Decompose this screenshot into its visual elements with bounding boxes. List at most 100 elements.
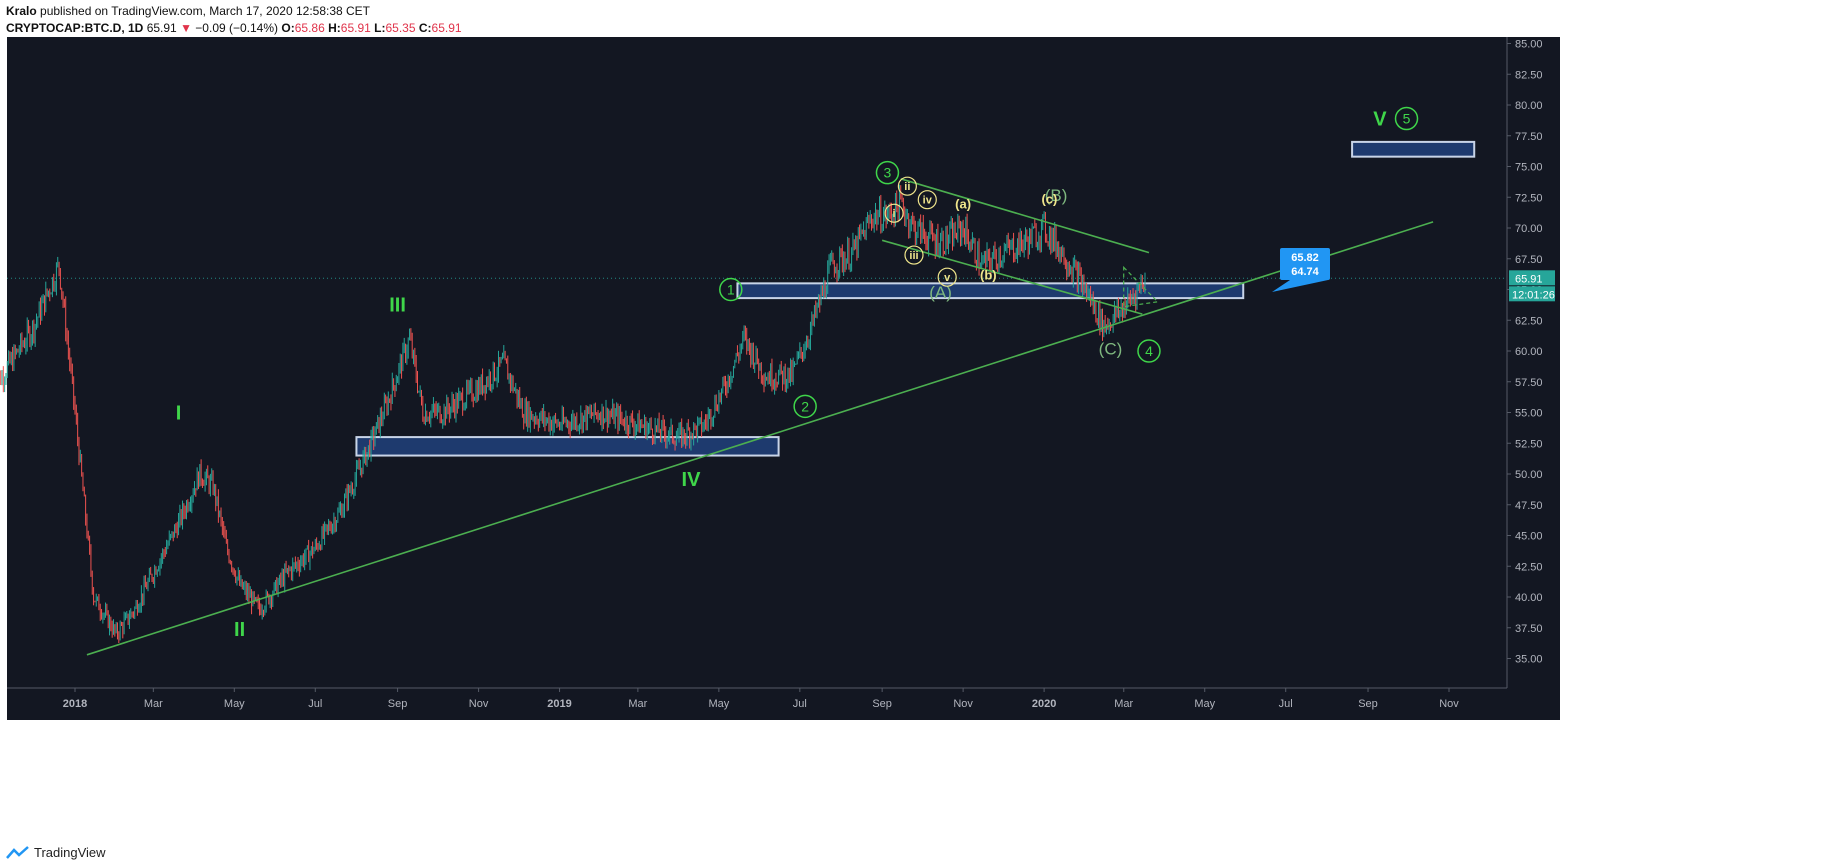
subwave-label: ii bbox=[904, 181, 910, 193]
y-tick-label: 77.50 bbox=[1515, 131, 1543, 143]
x-tick-label: Jul bbox=[1279, 698, 1293, 710]
x-tick-label: May bbox=[708, 698, 729, 710]
open-value: 65.86 bbox=[294, 21, 325, 35]
symbol-label[interactable]: CRYPTOCAP:BTC.D, 1D bbox=[6, 21, 144, 35]
brand-label[interactable]: TradingView bbox=[34, 845, 106, 860]
countdown-value: 12:01:26 bbox=[1512, 289, 1555, 301]
subwave-circle bbox=[937, 267, 957, 287]
x-tick-label: Nov bbox=[469, 698, 489, 710]
y-tick-label: 40.00 bbox=[1515, 592, 1543, 604]
wave-label: V bbox=[1373, 109, 1387, 131]
x-tick-label: Mar bbox=[628, 698, 647, 710]
x-tick-label: Mar bbox=[1114, 698, 1133, 710]
current-price-value: 65.91 bbox=[1515, 273, 1543, 285]
close-value: 65.91 bbox=[431, 21, 462, 35]
x-tick-label: May bbox=[224, 698, 245, 710]
subwave-label: v bbox=[944, 272, 951, 284]
support-zone-1 bbox=[355, 436, 780, 457]
last-price: 65.91 bbox=[146, 21, 177, 35]
tradingview-logo-icon bbox=[6, 846, 29, 859]
trendline-1 bbox=[86, 221, 1434, 656]
x-tick-label: May bbox=[1194, 698, 1215, 710]
high-value: 65.91 bbox=[340, 21, 371, 35]
ohlc-legend: CRYPTOCAP:BTC.D, 1D 65.91 ▼ −0.09 (−0.14… bbox=[6, 21, 462, 35]
x-tick-label: 2018 bbox=[63, 698, 87, 710]
wave-label: 2 bbox=[801, 398, 809, 414]
high-label: H: bbox=[328, 21, 341, 35]
time-axis bbox=[7, 688, 1560, 720]
y-tick-label: 47.50 bbox=[1515, 500, 1543, 512]
trendline-3 bbox=[881, 239, 1143, 315]
wave-label: (A) bbox=[929, 283, 952, 302]
y-tick-label: 45.00 bbox=[1515, 531, 1543, 543]
current-price-tag bbox=[1509, 270, 1555, 286]
callout-box bbox=[1280, 248, 1330, 280]
subwave-circle bbox=[904, 245, 924, 265]
support-zone-3 bbox=[1351, 140, 1476, 158]
y-tick-label: 85.00 bbox=[1515, 39, 1543, 51]
wave-label: 1 bbox=[727, 282, 735, 298]
wave-label: III bbox=[389, 294, 406, 316]
y-tick-label: 35.00 bbox=[1515, 654, 1543, 666]
x-tick-label: Mar bbox=[144, 698, 163, 710]
wave-label: (C) bbox=[1099, 340, 1123, 359]
trendline-2 bbox=[900, 178, 1150, 254]
y-tick-label: 60.00 bbox=[1515, 346, 1543, 358]
low-label: L: bbox=[374, 21, 386, 35]
x-tick-label: Jul bbox=[308, 698, 322, 710]
y-tick-label: 42.50 bbox=[1515, 561, 1543, 573]
y-tick-label: 80.00 bbox=[1515, 100, 1543, 112]
support-zone-2 bbox=[736, 282, 1245, 300]
author-name[interactable]: Kralo bbox=[6, 4, 37, 18]
y-tick-label: 82.50 bbox=[1515, 69, 1543, 81]
x-tick-label: Sep bbox=[872, 698, 892, 710]
y-tick-label: 62.50 bbox=[1515, 315, 1543, 327]
x-tick-label: Nov bbox=[953, 698, 973, 710]
x-tick-label: Sep bbox=[388, 698, 408, 710]
x-tick-label: 2019 bbox=[547, 698, 571, 710]
footer-bar: TradingView bbox=[0, 836, 1828, 868]
wave-circle bbox=[1394, 106, 1419, 131]
y-tick-label: 70.00 bbox=[1515, 223, 1543, 235]
y-tick-label: 52.50 bbox=[1515, 438, 1543, 450]
x-tick-label: Sep bbox=[1358, 698, 1378, 710]
y-tick-label: 55.00 bbox=[1515, 408, 1543, 420]
x-tick-label: Nov bbox=[1439, 698, 1459, 710]
wave-label: II bbox=[234, 619, 245, 641]
subwave-circle bbox=[917, 190, 937, 210]
wave-label: I bbox=[176, 403, 182, 425]
wave-label: (B) bbox=[1045, 186, 1068, 205]
x-tick-label: Jul bbox=[793, 698, 807, 710]
callout-value-2: 64.74 bbox=[1291, 266, 1319, 278]
subwave-label: iii bbox=[909, 250, 918, 262]
subwave-label: (a) bbox=[955, 196, 971, 211]
y-tick-label: 67.50 bbox=[1515, 254, 1543, 266]
y-tick-label: 72.50 bbox=[1515, 192, 1543, 204]
published-text: published on TradingView.com, March 17, … bbox=[40, 4, 371, 18]
wave-label: 4 bbox=[1145, 343, 1153, 359]
subwave-circle bbox=[897, 176, 917, 196]
wave-label: 3 bbox=[884, 165, 892, 181]
callout-value-1: 65.82 bbox=[1291, 252, 1319, 264]
subwave-label: iv bbox=[923, 195, 933, 207]
x-tick-label: 2020 bbox=[1032, 698, 1056, 710]
open-label: O: bbox=[281, 21, 295, 35]
y-tick-label: 75.00 bbox=[1515, 162, 1543, 174]
wave-label: IV bbox=[682, 469, 702, 491]
subwave-label: (b) bbox=[980, 268, 997, 283]
y-tick-label: 57.50 bbox=[1515, 377, 1543, 389]
y-tick-label: 50.00 bbox=[1515, 469, 1543, 481]
wave-circle bbox=[1137, 339, 1161, 363]
y-tick-label: 37.50 bbox=[1515, 623, 1543, 635]
subwave-circle bbox=[884, 203, 904, 223]
wave-circle bbox=[793, 394, 817, 419]
low-value: 65.35 bbox=[385, 21, 416, 35]
chart-canvas[interactable]: 85.00 82.50 80.00 77.50 75.00 72.50 70.00 67.50… bbox=[0, 0, 1828, 836]
triangle-pattern bbox=[1123, 265, 1159, 308]
wave-circle bbox=[719, 277, 743, 302]
wave-circle bbox=[875, 160, 900, 185]
subwave-label: i bbox=[893, 208, 896, 220]
close-label: C: bbox=[418, 21, 432, 35]
wave-label: 5 bbox=[1403, 111, 1411, 127]
price-axis bbox=[1507, 37, 1560, 688]
